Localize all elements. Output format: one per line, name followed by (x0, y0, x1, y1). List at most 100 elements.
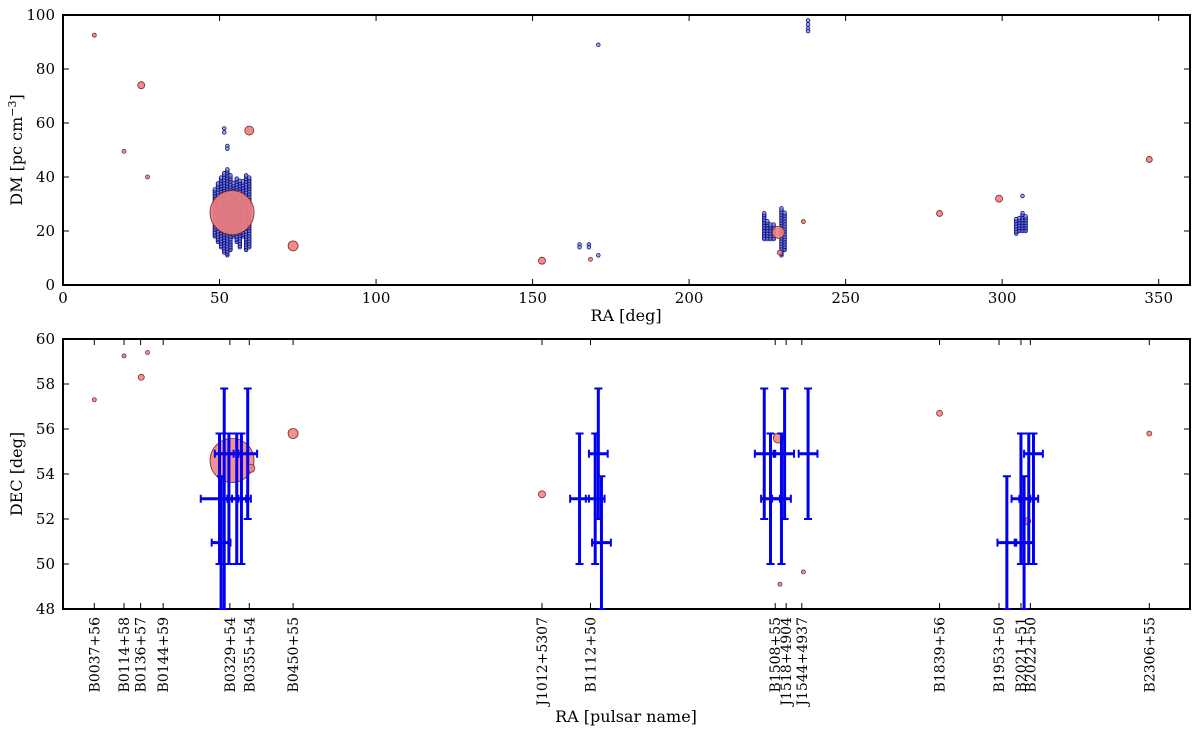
dec-y-tick-label: 60 (36, 330, 55, 348)
pulsar-point (121, 148, 127, 154)
pulsar-name-label: B2306+55 (1142, 617, 1158, 692)
candidate-point (1020, 210, 1025, 216)
pulsar-name-label: B0144+59 (156, 617, 172, 692)
dm-y-axis-label-sup: −3 (6, 101, 19, 117)
pulsar-name-label: B0136+57 (134, 617, 150, 692)
pulsar-point (776, 249, 783, 256)
pulsar-name-label: J1012+5307 (535, 617, 551, 708)
pulsar-point (145, 174, 150, 180)
pulsar-point (137, 81, 146, 90)
pulsar-name-label: B2022+50 (1023, 617, 1039, 692)
candidate-point (779, 206, 784, 211)
dm-y-axis-label: DM [pc cm−3] (6, 94, 26, 205)
dm-x-tick-label: 0 (58, 289, 68, 307)
candidate-point (782, 210, 787, 215)
dec-error-bars (199, 387, 1044, 610)
candidate-point (243, 173, 249, 178)
pulsar-name-label: B0114+58 (117, 617, 133, 692)
pulsar-point (1146, 430, 1153, 437)
dm-x-tick-label: 350 (1144, 289, 1173, 307)
dm-y-tick-label: 20 (36, 222, 55, 240)
candidate-point (762, 210, 767, 216)
dm-y-tick-label: 40 (36, 168, 55, 186)
candidate-point (771, 222, 776, 227)
dm-x-tick-label: 50 (210, 289, 229, 307)
dm-y-tick-label: 0 (45, 276, 55, 294)
pulsar-name-label: B0355+54 (242, 617, 258, 693)
pulsar-point (91, 32, 97, 38)
dm-axis-ticks: 0 50 100 150 200 250 300 350 0 20 40 60 80 100 (26, 6, 1190, 307)
dm-x-tick-label: 150 (518, 289, 547, 307)
pulsar-name-label: B0037+56 (87, 617, 103, 693)
dm-x-tick-label: 100 (362, 289, 391, 307)
candidate-point (805, 22, 811, 27)
dec-y-tick-label: 52 (36, 510, 55, 528)
pulsar-name-labels: B0037+56 B0114+58 B0136+57 B0144+59 B0329+54… (87, 339, 1158, 708)
pulsar-point (91, 397, 97, 403)
pulsar-name-label: B1839+56 (933, 617, 949, 693)
dec-y-tick-label: 54 (36, 465, 55, 483)
pulsar-point (995, 194, 1003, 203)
pulsar-name-label: B1112+50 (583, 617, 599, 692)
dm-x-axis-label: RA [deg] (590, 306, 661, 325)
dec-y-axis-label: DEC [deg] (7, 432, 26, 516)
candidate-point (225, 146, 230, 151)
pulsar-point (588, 256, 593, 262)
pulsar-point (777, 581, 783, 587)
pulsar-name-label: J1544+4937 (795, 617, 811, 708)
pulsar-point (1145, 156, 1153, 163)
pulsar-point (538, 256, 546, 265)
dec-x-axis-label: RA [pulsar name] (555, 707, 697, 726)
candidate-point (222, 130, 227, 135)
candidate-point (225, 167, 230, 172)
dm-y-tick-label: 80 (36, 60, 55, 78)
dec-pulsars (91, 350, 1153, 587)
candidate-point (596, 42, 601, 47)
dm-y-axis-label-main: DM [pc cm (7, 117, 26, 206)
dm-candidates (212, 18, 1028, 258)
candidate-point (805, 18, 811, 23)
candidate-point (228, 173, 233, 178)
pulsar-name-label: B1508+55 (768, 617, 784, 692)
pulsar-point (287, 240, 299, 252)
pulsar-name-label: B1953+50 (992, 617, 1008, 692)
candidate-point (1023, 214, 1028, 219)
candidate-point (222, 126, 227, 131)
dm-y-axis-label-close: ] (7, 94, 26, 100)
pulsar-name-label: J1518+4904 (779, 617, 795, 708)
dm-x-tick-label: 200 (675, 289, 704, 307)
dm-y-tick-label: 100 (26, 6, 55, 24)
dec-y-tick-label: 58 (36, 375, 55, 393)
dec-axis-ticks: 48 50 52 54 56 58 60 (36, 330, 1190, 618)
pulsar-point (287, 428, 299, 439)
dec-y-tick-label: 48 (36, 600, 55, 618)
candidate-point (765, 219, 770, 224)
pulsar-point (137, 373, 145, 381)
pulsar-name-label: B2021+51 (1014, 617, 1030, 692)
candidate-point (577, 244, 582, 250)
pulsar-point (145, 350, 150, 355)
pulsar-name-label: B0329+54 (223, 617, 239, 693)
dm-x-tick-label: 300 (988, 289, 1017, 307)
pulsar-point (771, 225, 785, 239)
pulsar-point (936, 210, 943, 217)
candidate-point (1020, 193, 1025, 199)
candidate-point (586, 244, 592, 250)
dm-x-tick-label: 250 (831, 289, 860, 307)
candidate-point (805, 29, 811, 34)
pulsar-point (800, 219, 806, 224)
pulsar-point (209, 190, 255, 236)
pulsar-point (800, 569, 806, 575)
dm-panel: 0 50 100 150 200 250 300 350 0 20 40 60 80 100 RA [de… (6, 6, 1191, 325)
dm-plot-frame (62, 14, 1191, 286)
pulsar-point (121, 353, 127, 359)
dm-pulsars (91, 32, 1153, 265)
dec-y-tick-label: 50 (36, 555, 55, 573)
pulsar-point (209, 438, 255, 483)
candidate-point (234, 176, 239, 181)
pulsar-name-label: B0450+55 (286, 617, 302, 692)
candidate-point (596, 253, 601, 258)
candidate-point (247, 175, 252, 180)
